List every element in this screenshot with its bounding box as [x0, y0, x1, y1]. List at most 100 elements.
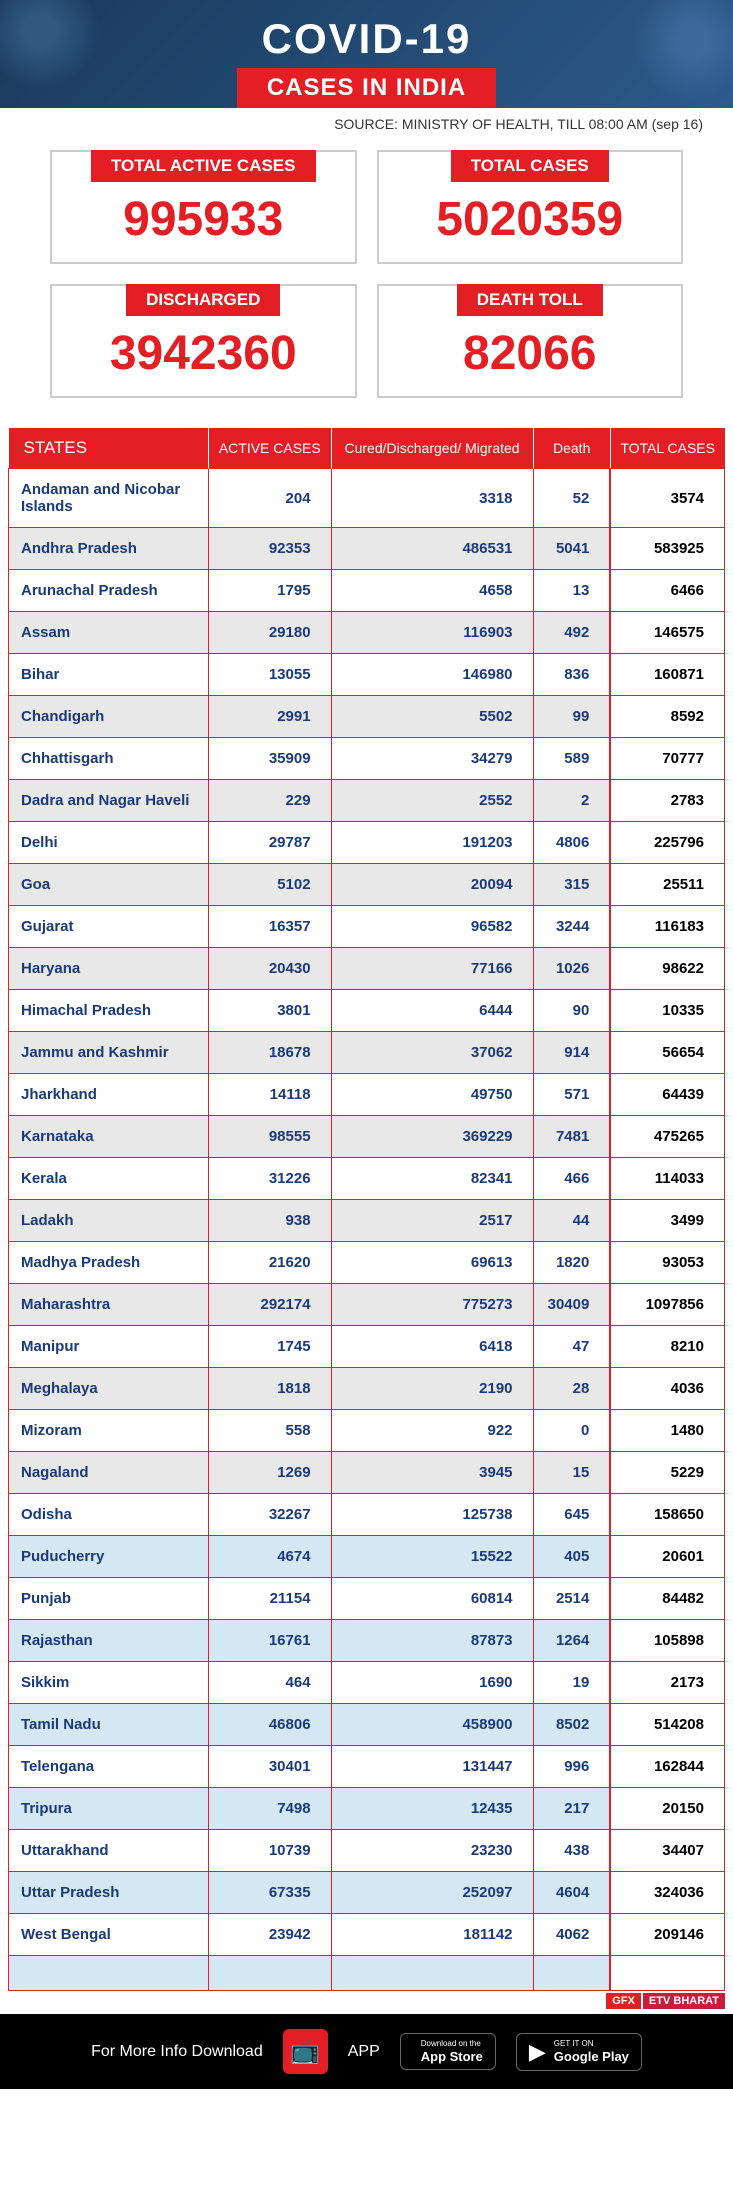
- table-cell: Uttarakhand: [9, 1830, 209, 1872]
- table-cell: 14118: [209, 1074, 332, 1116]
- table-cell: 1820: [533, 1242, 610, 1284]
- table-row: Ladakh9382517443499: [9, 1200, 725, 1242]
- table-cell: 10739: [209, 1830, 332, 1872]
- table-row: Nagaland12693945155229: [9, 1452, 725, 1494]
- table-cell: 0: [533, 1410, 610, 1452]
- table-cell: Jammu and Kashmir: [9, 1032, 209, 1074]
- table-cell: 125738: [331, 1494, 533, 1536]
- table-cell: 20430: [209, 948, 332, 990]
- table-cell: Manipur: [9, 1326, 209, 1368]
- table-body: Andaman and Nicobar Islands2043318523574…: [9, 469, 725, 1991]
- table-row: Andhra Pradesh923534865315041583925: [9, 528, 725, 570]
- googleplay-button[interactable]: ▶ GET IT ONGoogle Play: [516, 2033, 642, 2071]
- table-cell: 15: [533, 1452, 610, 1494]
- table-cell: 18678: [209, 1032, 332, 1074]
- table-cell: 64439: [610, 1074, 724, 1116]
- table-cell: 131447: [331, 1746, 533, 1788]
- table-cell: Goa: [9, 864, 209, 906]
- table-cell: 4658: [331, 570, 533, 612]
- table-row: Chhattisgarh359093427958970777: [9, 738, 725, 780]
- table-cell: 558: [209, 1410, 332, 1452]
- table-row: Rajasthan16761878731264105898: [9, 1620, 725, 1662]
- table-cell: Jharkhand: [9, 1074, 209, 1116]
- table-cell: Sikkim: [9, 1662, 209, 1704]
- table-cell: 4604: [533, 1872, 610, 1914]
- table-cell: 217: [533, 1788, 610, 1830]
- table-cell: 1818: [209, 1368, 332, 1410]
- table-cell: 21620: [209, 1242, 332, 1284]
- table-cell: 146980: [331, 654, 533, 696]
- table-cell: 514208: [610, 1704, 724, 1746]
- etv-logo-icon: 📺: [283, 2029, 328, 2074]
- table-cell: 16761: [209, 1620, 332, 1662]
- table-header-cell: STATES: [9, 428, 209, 469]
- table-cell: 23230: [331, 1830, 533, 1872]
- table-cell: 96582: [331, 906, 533, 948]
- table-cell: 914: [533, 1032, 610, 1074]
- stat-box: TOTAL CASES5020359: [377, 150, 684, 264]
- table-cell: Madhya Pradesh: [9, 1242, 209, 1284]
- table-cell: Gujarat: [9, 906, 209, 948]
- table-cell: 31226: [209, 1158, 332, 1200]
- table-cell: 4062: [533, 1914, 610, 1956]
- table-cell: 98555: [209, 1116, 332, 1158]
- table-row: Meghalaya18182190284036: [9, 1368, 725, 1410]
- data-table-wrapper: STATESACTIVE CASESCured/Discharged/ Migr…: [0, 428, 733, 1991]
- table-cell: Assam: [9, 612, 209, 654]
- table-row: Telengana30401131447996162844: [9, 1746, 725, 1788]
- table-cell: 1097856: [610, 1284, 724, 1326]
- table-row: Arunachal Pradesh17954658136466: [9, 570, 725, 612]
- table-cell: 836: [533, 654, 610, 696]
- table-cell: 3945: [331, 1452, 533, 1494]
- table-cell: 1795: [209, 570, 332, 612]
- table-cell: 3801: [209, 990, 332, 1032]
- table-cell: 7481: [533, 1116, 610, 1158]
- table-cell: Dadra and Nagar Haveli: [9, 780, 209, 822]
- table-row: Puducherry46741552240520601: [9, 1536, 725, 1578]
- table-cell: 56654: [610, 1032, 724, 1074]
- appstore-button[interactable]: Download on theApp Store: [400, 2033, 496, 2070]
- table-row: Odisha32267125738645158650: [9, 1494, 725, 1536]
- stat-box: TOTAL ACTIVE CASES995933: [50, 150, 357, 264]
- table-cell: 571: [533, 1074, 610, 1116]
- table-cell: 475265: [610, 1116, 724, 1158]
- footer-bar: For More Info Download 📺 APP Download on…: [0, 2014, 733, 2089]
- table-cell: 114033: [610, 1158, 724, 1200]
- table-cell: 324036: [610, 1872, 724, 1914]
- table-cell: 922: [331, 1410, 533, 1452]
- table-row: Punjab2115460814251484482: [9, 1578, 725, 1620]
- table-cell: 4036: [610, 1368, 724, 1410]
- table-cell: 20094: [331, 864, 533, 906]
- stat-value: 5020359: [379, 192, 682, 247]
- table-cell: 77166: [331, 948, 533, 990]
- table-cell: 464: [209, 1662, 332, 1704]
- table-cell: 181142: [331, 1914, 533, 1956]
- table-cell: 1745: [209, 1326, 332, 1368]
- table-row: Jammu and Kashmir186783706291456654: [9, 1032, 725, 1074]
- table-cell: 589: [533, 738, 610, 780]
- table-row: Maharashtra292174775273304091097856: [9, 1284, 725, 1326]
- table-row: Tripura74981243521720150: [9, 1788, 725, 1830]
- table-row: Sikkim4641690192173: [9, 1662, 725, 1704]
- table-cell: Andaman and Nicobar Islands: [9, 469, 209, 528]
- table-cell: 458900: [331, 1704, 533, 1746]
- table-header-cell: ACTIVE CASES: [209, 428, 332, 469]
- table-cell: 6466: [610, 570, 724, 612]
- table-cell: 90: [533, 990, 610, 1032]
- table-cell: 87873: [331, 1620, 533, 1662]
- table-cell: 19: [533, 1662, 610, 1704]
- table-row: Madhya Pradesh2162069613182093053: [9, 1242, 725, 1284]
- table-cell: 6418: [331, 1326, 533, 1368]
- table-cell: 12435: [331, 1788, 533, 1830]
- table-cell: 438: [533, 1830, 610, 1872]
- table-cell: 67335: [209, 1872, 332, 1914]
- table-cell: 5041: [533, 528, 610, 570]
- table-cell: 292174: [209, 1284, 332, 1326]
- table-cell: 2783: [610, 780, 724, 822]
- table-cell: 2173: [610, 1662, 724, 1704]
- table-cell: 30401: [209, 1746, 332, 1788]
- table-row: Kerala3122682341466114033: [9, 1158, 725, 1200]
- table-cell: 29787: [209, 822, 332, 864]
- table-cell: 49750: [331, 1074, 533, 1116]
- table-cell: Meghalaya: [9, 1368, 209, 1410]
